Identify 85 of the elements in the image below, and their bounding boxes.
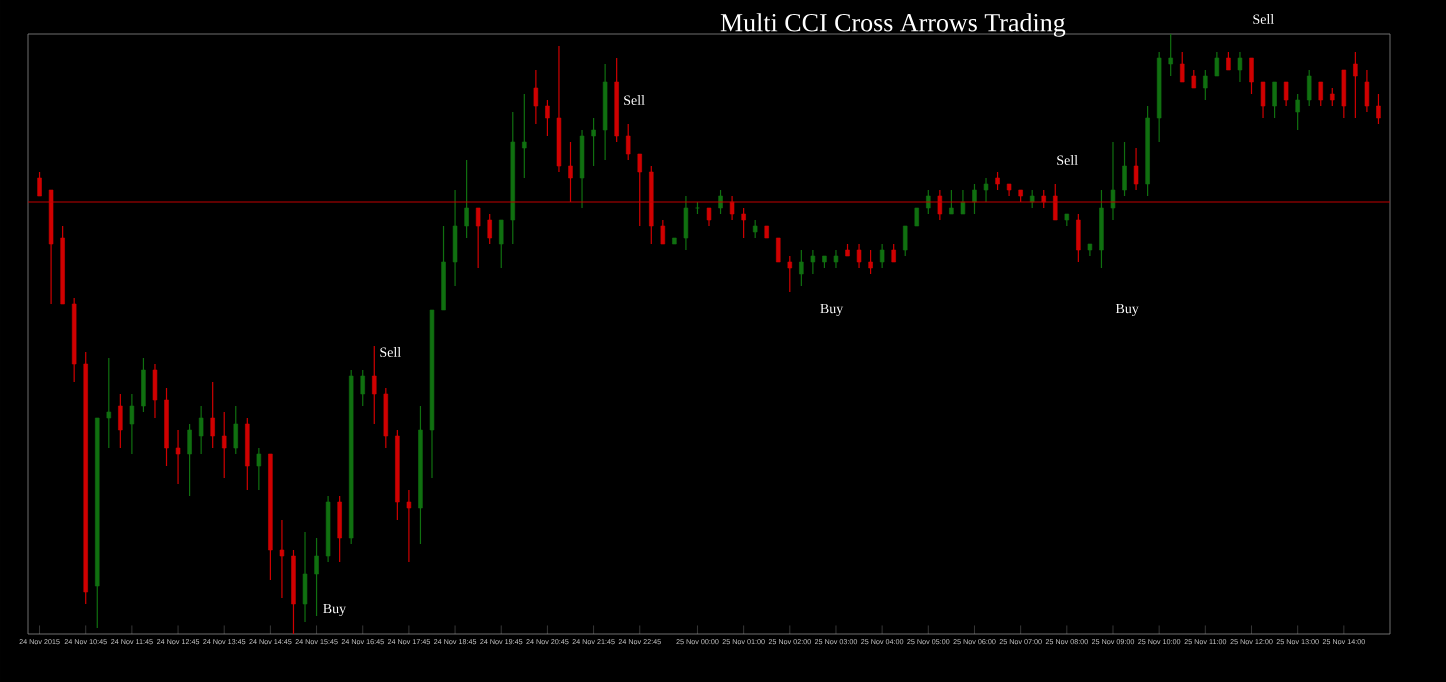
candlestick: [1122, 141, 1127, 197]
candlestick: [441, 225, 446, 311]
candlestick: [591, 117, 596, 167]
candlestick: [1283, 81, 1289, 107]
candlestick: [729, 195, 735, 221]
candlestick: [660, 219, 666, 245]
candlestick: [383, 387, 389, 449]
candlestick: [475, 207, 481, 269]
candlestick: [556, 45, 562, 173]
candlestick: [879, 243, 885, 269]
candlestick: [522, 93, 527, 179]
candlestick: [810, 249, 816, 275]
candlestick: [1341, 69, 1347, 119]
candlestick: [233, 405, 238, 455]
candlestick: [1272, 81, 1277, 119]
candlestick: [141, 357, 146, 413]
candlestick: [1364, 69, 1370, 113]
candlestick: [452, 189, 458, 287]
candlestick: [602, 63, 608, 161]
candlestick: [337, 495, 342, 563]
candlestick: [198, 405, 204, 455]
candlestick: [175, 429, 181, 485]
candlestick: [995, 171, 1000, 191]
candlestick: [1076, 213, 1081, 263]
candlestick: [949, 189, 954, 215]
candlestick: [972, 183, 977, 215]
candlestick: [222, 411, 227, 479]
candlestick: [833, 249, 839, 269]
candlestick: [903, 225, 908, 257]
candlestick: [487, 213, 492, 245]
candlestick: [1306, 69, 1312, 107]
candlestick: [1237, 51, 1243, 83]
candlestick: [245, 417, 250, 491]
candlestick: [1353, 51, 1358, 119]
candlestick: [291, 549, 296, 635]
candlestick: [568, 141, 573, 203]
candlestick: [856, 243, 862, 269]
candlestick: [579, 129, 585, 209]
candlestick: [1330, 87, 1335, 107]
candlestick: [118, 393, 123, 449]
candlestick: [1099, 189, 1104, 269]
candlestick: [637, 153, 642, 227]
candlestick: [1318, 81, 1323, 107]
candlestick: [37, 171, 42, 197]
candlestick: [499, 219, 504, 269]
candlestick: [129, 393, 135, 455]
candlestick: [868, 249, 873, 275]
candlestick: [625, 123, 631, 161]
candlestick: [983, 177, 989, 203]
candlestick: [1295, 93, 1300, 131]
candlestick: [1180, 51, 1185, 83]
candlestick: [1133, 147, 1139, 191]
candlestick: [302, 531, 308, 623]
candlestick: [1053, 183, 1058, 221]
candlestick: [187, 423, 192, 497]
candlestick: [545, 99, 550, 137]
candlestick: [279, 519, 285, 599]
candlestick: [741, 207, 746, 239]
candlestick: [1226, 51, 1231, 71]
candlestick: [256, 447, 262, 491]
candlestick: [787, 255, 793, 293]
candlestick: [799, 249, 804, 287]
candlestick: [937, 189, 943, 221]
candlestick: [533, 69, 539, 125]
candlestick: [314, 537, 319, 617]
candlestick: [106, 357, 112, 449]
candlestick: [1260, 81, 1266, 119]
candlestick: [1214, 51, 1220, 77]
candlestick: [960, 189, 966, 215]
candlestick: [152, 363, 158, 419]
candlestick: [1203, 69, 1208, 101]
candlestick: [776, 237, 781, 263]
chart-title: Multi CCI Cross Arrows Trading: [720, 13, 1066, 37]
candlestick: [464, 159, 469, 239]
candlestick: [752, 219, 758, 239]
candlestick: [683, 195, 689, 251]
candlestick: [1249, 57, 1254, 95]
candlestick: [360, 369, 365, 407]
candlestick: [1110, 141, 1116, 221]
candlestick: [406, 489, 412, 563]
candlestick: [164, 387, 169, 467]
candlestick: [1168, 33, 1173, 77]
candlestick: [210, 381, 215, 449]
candlestick: [372, 345, 377, 425]
candlestick: [1376, 93, 1381, 125]
